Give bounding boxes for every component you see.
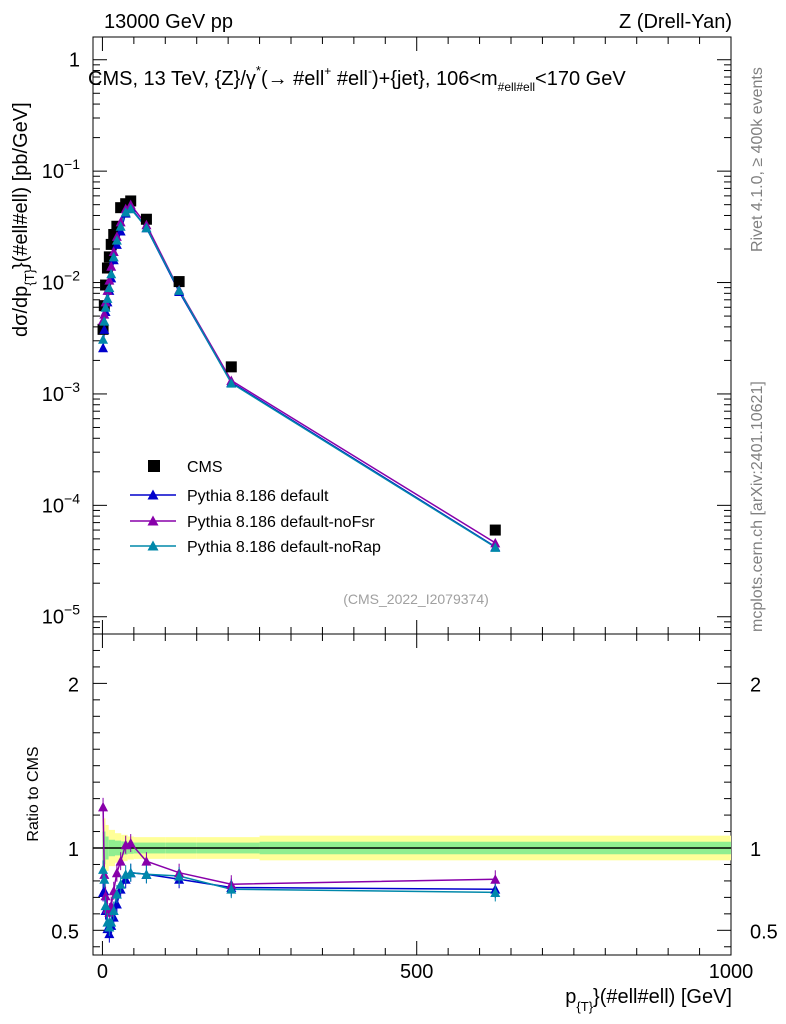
main-marker-norap (99, 316, 110, 326)
ratio-marker-nofsr (125, 838, 136, 848)
main-marker-norap (125, 203, 136, 214)
main-marker-norap (174, 285, 185, 295)
mcplots-label: mcplots.cern.ch [arXiv:2401.10621] (749, 381, 766, 632)
main-y-tick-label: 10−5 (42, 602, 80, 629)
main-marker-norap (98, 334, 109, 344)
ratio-y-tick-label-left: 0.5 (51, 921, 79, 943)
header-right: Z (Drell-Yan) (619, 11, 732, 33)
main-marker-norap (106, 268, 117, 279)
legend-norap-marker (147, 540, 159, 551)
x-tick-label: 0 (97, 961, 108, 983)
chart-title: CMS, 13 TeV, {Z}/γ*(→ #ell+ #ell-)+{jet}… (88, 63, 626, 94)
ratio-y-tick-label-right: 2 (750, 674, 761, 696)
legend-default-marker (147, 489, 159, 500)
main-series-markers (97, 195, 501, 552)
ratio-marker-nofsr (111, 867, 122, 878)
ratio-marker-norap (490, 887, 501, 897)
cms-data-point (105, 238, 117, 250)
x-axis-label: p{T}}(#ell#ell) [GeV] (565, 986, 732, 1014)
ratio-y-axis-label: Ratio to CMS (25, 746, 42, 841)
ratio-marker-nofsr (141, 856, 152, 866)
legend-nofsr-label: Pythia 8.186 default-noFsr (187, 514, 375, 531)
main-marker-norap (102, 293, 113, 303)
legend: CMS Pythia 8.186 default Pythia 8.186 de… (130, 459, 381, 556)
main-marker-norap (120, 206, 131, 217)
cms-data-point (103, 251, 115, 263)
legend-cms-label: CMS (187, 459, 223, 476)
ratio-marker-norap (115, 879, 126, 889)
ratio-marker-norap (141, 869, 152, 879)
ratio-marker-nofsr (115, 856, 126, 866)
ratio-marker-default (99, 885, 110, 896)
legend-norap-label: Pythia 8.186 default-noRap (187, 539, 381, 556)
header-left: 13000 GeV pp (104, 11, 233, 33)
ratio-panel: 0.5 0.5 1 1 2 2 0 500 1000 Ratio to CMS p{T}}(#e… (25, 633, 778, 1014)
main-marker-default (99, 324, 110, 334)
legend-default-label: Pythia 8.186 default (187, 488, 329, 505)
ratio-marker-norap (111, 889, 122, 899)
ratio-marker-norap (106, 917, 117, 927)
ratio-marker-norap (125, 867, 136, 878)
ratio-marker-norap (98, 864, 109, 874)
ratio-marker-norap (100, 900, 111, 911)
main-marker-nofsr (108, 246, 119, 256)
ratio-y-tick-label-left: 2 (68, 674, 79, 696)
cms-data-point (489, 524, 501, 536)
main-marker-nofsr (99, 309, 110, 319)
ratio-tick-labels: 0.5 0.5 1 1 2 2 0 500 1000 (51, 674, 778, 983)
ratio-y-tick-label-right: 0.5 (750, 921, 778, 943)
ratio-marker-default (111, 898, 122, 909)
main-y-tick-label: 10−2 (42, 268, 80, 295)
legend-cms-marker (148, 460, 160, 472)
cms-data-point (173, 276, 185, 288)
legend-nofsr-marker (147, 515, 159, 526)
cms-data-point (225, 361, 237, 373)
main-marker-nofsr (106, 261, 117, 271)
ratio-marker-nofsr (100, 890, 111, 901)
main-y-tick-label: 10−3 (42, 379, 80, 406)
cms-data-point (108, 228, 120, 240)
main-marker-default (115, 226, 126, 236)
main-marker-norap (104, 282, 115, 293)
main-panel: 10−5 10−4 10−3 10−2 10−1 1 CMS, 13 TeV, {Z}/γ… (10, 36, 732, 635)
ratio-marker-norap (108, 905, 119, 916)
cms-data-point (140, 213, 152, 225)
x-tick-label: 1000 (709, 961, 754, 983)
main-frame (92, 36, 732, 635)
main-marker-norap (111, 235, 122, 245)
main-y-tick-label: 1 (69, 50, 80, 72)
main-marker-default (98, 342, 109, 353)
rivet-label: Rivet 4.1.0, ≥ 400k events (749, 67, 766, 252)
main-marker-norap (108, 251, 119, 262)
main-marker-nofsr (104, 275, 115, 285)
ratio-marker-norap (226, 884, 237, 894)
ratio-y-tick-label-right: 1 (750, 839, 761, 861)
x-tick-label: 500 (400, 961, 433, 983)
y-axis-label: dσ/dp{T}}(#ell#ell) [pb/GeV] (10, 102, 37, 337)
cms-data-point (101, 262, 113, 274)
ratio-ticks (93, 634, 732, 955)
ratio-marker-nofsr (98, 801, 109, 812)
ratio-marker-norap (174, 870, 185, 881)
ratio-marker-norap (104, 922, 115, 932)
ratio-y-tick-label-left: 1 (68, 839, 79, 861)
analysis-watermark: (CMS_2022_I2079374) (343, 591, 489, 607)
ratio-series-markers (98, 797, 501, 943)
main-y-tick-labels: 10−5 10−4 10−3 10−2 10−1 1 (42, 50, 80, 629)
main-marker-norap (490, 542, 501, 552)
main-marker-norap (226, 378, 237, 388)
main-y-ticks (93, 37, 732, 635)
ratio-frame (92, 633, 732, 956)
main-marker-norap (141, 222, 152, 233)
cms-data-point (100, 279, 112, 291)
ratio-marker-nofsr (490, 874, 501, 884)
ratio-marker-norap (99, 874, 110, 884)
main-y-tick-label: 10−1 (42, 156, 80, 183)
main-marker-norap (100, 302, 111, 312)
main-marker-norap (115, 221, 126, 231)
main-y-tick-label: 10−4 (42, 490, 80, 517)
